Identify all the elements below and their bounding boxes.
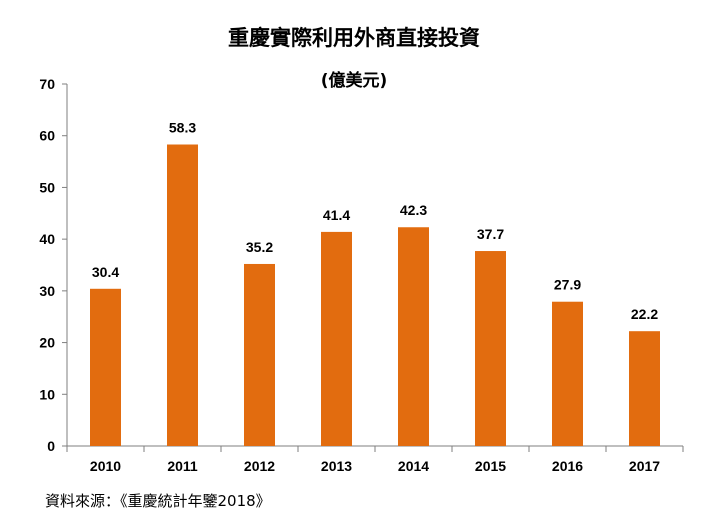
x-tick-label: 2013 [321, 458, 352, 474]
chart-title: 重慶實際利用外商直接投資 [228, 26, 480, 50]
bar-2014 [398, 227, 429, 446]
x-axis: 2010 2011 2012 2013 2014 2015 2016 2017 [66, 445, 684, 474]
data-label-2016: 27.9 [554, 277, 581, 293]
value-labels: 30.4 58.3 35.2 41.4 42.3 37.7 27.9 22.2 [92, 120, 658, 323]
bar-2010 [90, 288, 121, 446]
y-tick-label: 20 [39, 335, 55, 351]
x-tick-label: 2014 [398, 458, 429, 474]
data-label-2013: 41.4 [323, 207, 350, 223]
y-tick-label: 50 [39, 179, 55, 195]
x-tick-label: 2017 [629, 458, 660, 474]
x-tick-label: 2011 [167, 458, 198, 474]
bar-2016 [552, 301, 583, 446]
bars [90, 144, 660, 446]
x-tick-label: 2015 [475, 458, 506, 474]
data-label-2011: 58.3 [169, 120, 196, 136]
data-label-2010: 30.4 [92, 264, 119, 280]
x-tick-label: 2012 [244, 458, 275, 474]
data-label-2014: 42.3 [400, 202, 427, 218]
data-label-2012: 35.2 [246, 239, 273, 255]
y-tick-label: 10 [39, 386, 55, 402]
y-tick-label: 40 [39, 231, 55, 247]
chart-subtitle: (億美元) [320, 71, 388, 91]
data-label-2015: 37.7 [477, 226, 504, 242]
x-tick-label: 2010 [90, 458, 121, 474]
y-tick-label: 70 [39, 76, 55, 92]
bar-2012 [244, 263, 275, 446]
source-note: 資料來源：《重慶統計年鑒2018》 [45, 492, 271, 510]
y-tick-label: 60 [39, 128, 55, 144]
bar-2015 [475, 251, 506, 446]
bar-2017 [629, 331, 660, 446]
bar-2013 [321, 231, 352, 446]
bar-2011 [167, 144, 198, 446]
y-axis: 0 10 20 30 40 50 60 70 [39, 76, 68, 454]
data-label-2017: 22.2 [631, 306, 658, 322]
y-tick-label: 30 [39, 283, 55, 299]
x-tick-label: 2016 [552, 458, 583, 474]
y-tick-label: 0 [47, 438, 55, 454]
